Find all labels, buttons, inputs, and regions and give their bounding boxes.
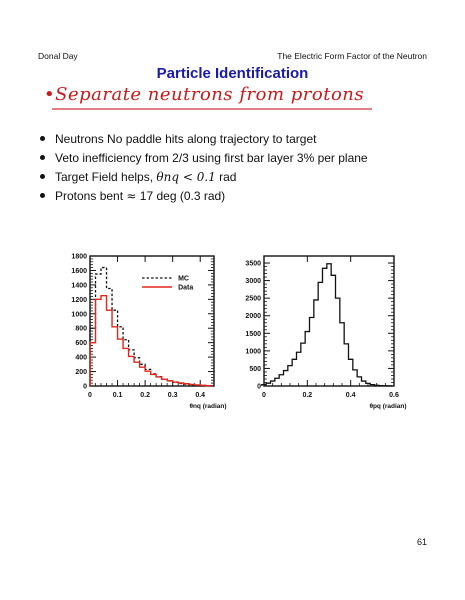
bullet-dot-icon — [40, 174, 45, 180]
handwritten-note: •Separate neutrons from protons — [44, 84, 365, 105]
x-tick-label: 0 — [262, 392, 266, 399]
bullet-text-prefix: Target Field helps, — [55, 170, 157, 184]
y-tick-label: 1400 — [71, 282, 87, 289]
y-tick-label: 1000 — [245, 348, 261, 355]
x-tick-label: 0.6 — [389, 392, 399, 399]
y-tick-label: 1000 — [71, 311, 87, 318]
slide-title: Particle Identification — [156, 65, 309, 82]
y-tick-label: 1600 — [71, 268, 87, 275]
bullet-text-suffix: 17 deg (0.3 rad) — [136, 189, 226, 203]
page-number: 61 — [416, 537, 427, 547]
y-tick-label: 800 — [75, 326, 87, 333]
bullet-text: Neutrons No paddle hits along trajectory… — [55, 132, 317, 146]
y-tick-label: 0 — [257, 384, 261, 391]
x-axis-label: θpq (radian) — [369, 403, 406, 410]
bullet-text-prefix: Protons bent — [55, 189, 127, 203]
x-tick-label: 0.1 — [113, 392, 123, 399]
theta-nq-chart: 0 0.1 0.2 0.3 0.4 0 200 400 600 800 1000 1200 1400 16… — [71, 254, 226, 411]
x-tick-label: 0.3 — [168, 392, 178, 399]
bullet-dot-icon — [40, 193, 45, 199]
theta-pq-chart: 0 0.2 0.4 0.6 0 500 1000 1500 2000 2500 3000 3500 θp… — [245, 255, 407, 410]
bullet-dot-icon — [40, 136, 45, 142]
distribution-series-line — [261, 263, 393, 387]
x-tick-label: 0.2 — [302, 392, 312, 399]
y-tick-label: 3500 — [245, 261, 261, 268]
bullet-item: Neutrons No paddle hits along trajectory… — [38, 130, 368, 149]
bullet-item: Target Field helps, θnq < 0.1 rad — [38, 168, 368, 187]
header-author: Donal Day — [38, 51, 78, 61]
y-tick-label: 1200 — [71, 297, 87, 304]
bullet-math: θnq < 0.1 — [156, 170, 216, 184]
legend-label: MC — [178, 276, 189, 283]
bullet-dot-icon — [40, 155, 45, 161]
y-tick-label: 600 — [75, 340, 87, 347]
handwritten-underline — [52, 108, 372, 110]
y-tick-label: 1500 — [245, 331, 261, 338]
bullet-text: Veto inefficiency from 2/3 using first b… — [55, 151, 368, 165]
y-tick-label: 2500 — [245, 296, 261, 303]
header-talk-title: The Electric Form Factor of the Neutron — [277, 51, 427, 61]
plot-frame — [89, 255, 215, 387]
bullet-text-suffix: rad — [215, 170, 237, 184]
x-axis-label: θnq (radian) — [189, 403, 226, 410]
y-tick-label: 0 — [83, 384, 87, 391]
y-tick-label: 3000 — [245, 278, 261, 285]
y-tick-label: 500 — [249, 366, 261, 373]
x-tick-label: 0.2 — [140, 392, 150, 399]
bullet-item: Protons bent ≈ 17 deg (0.3 rad) — [38, 187, 368, 206]
x-tick-label: 0.4 — [195, 392, 205, 399]
data-series-line — [89, 295, 212, 387]
x-tick-label: 0.4 — [346, 392, 356, 399]
plot-frame — [263, 255, 395, 387]
x-tick-label: 0 — [88, 392, 92, 399]
y-tick-label: 400 — [75, 355, 87, 362]
legend-label: Data — [178, 285, 193, 292]
bullet-item: Veto inefficiency from 2/3 using first b… — [38, 149, 368, 168]
bullet-math: ≈ — [126, 189, 137, 203]
y-tick-label: 1800 — [71, 254, 87, 261]
y-tick-label: 200 — [75, 369, 87, 376]
y-tick-label: 2000 — [245, 313, 261, 320]
bullet-list: Neutrons No paddle hits along trajectory… — [38, 130, 368, 206]
